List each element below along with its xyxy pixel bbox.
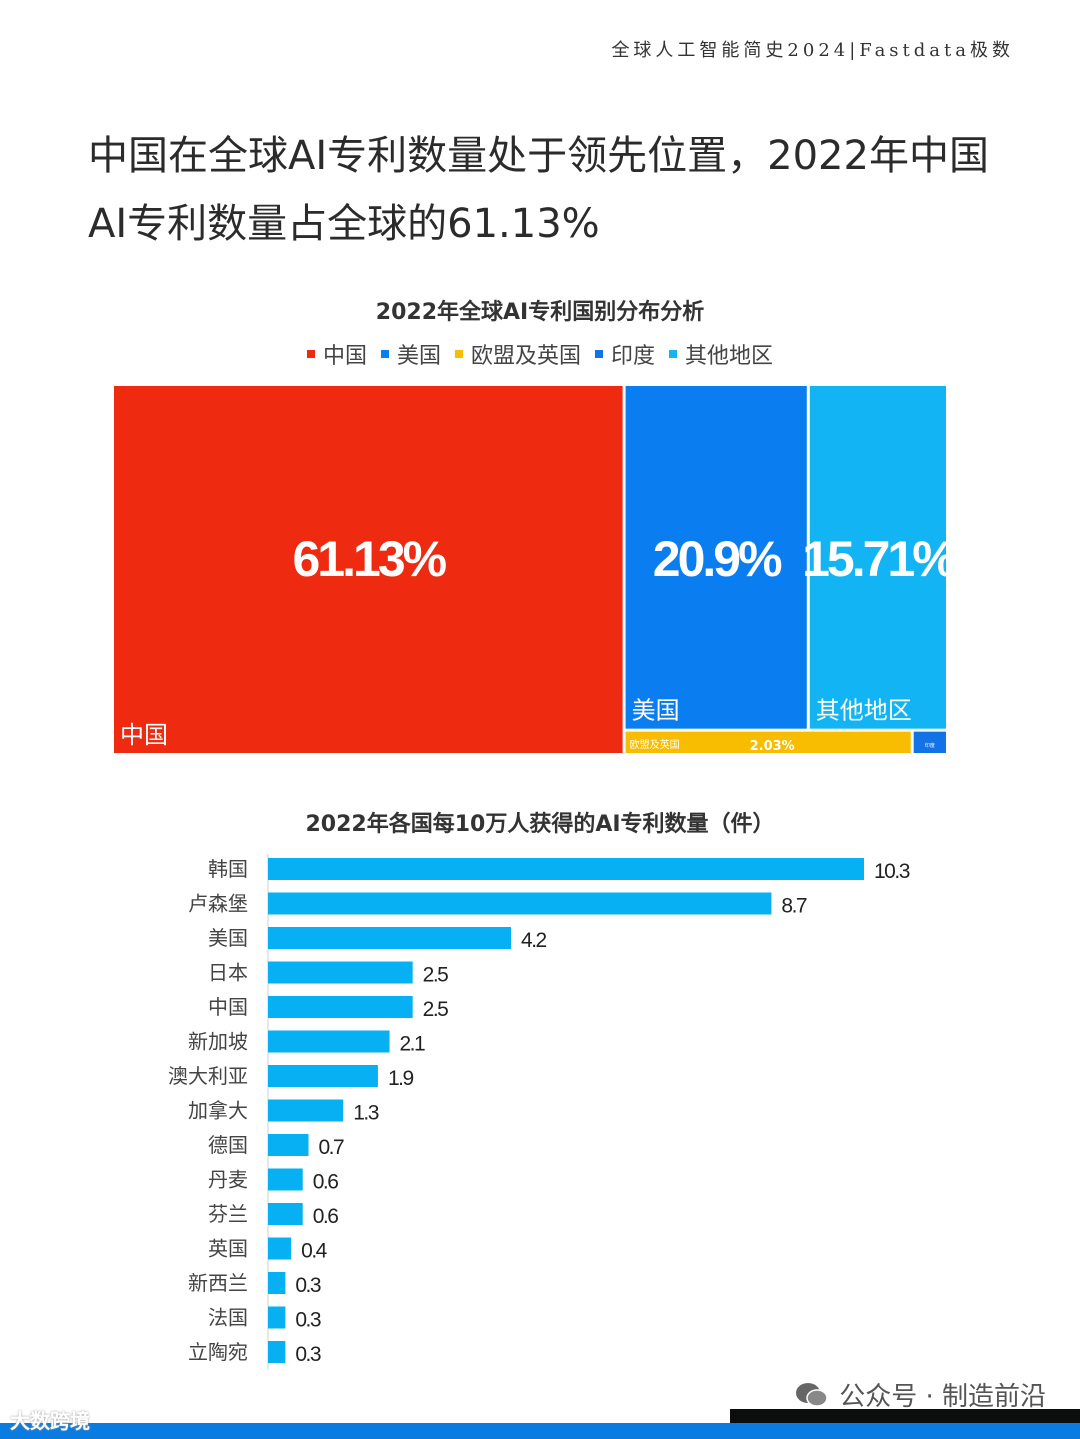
treemap-cell-others bbox=[809, 386, 946, 729]
bar-category-label: 卢森堡 bbox=[188, 892, 248, 916]
treemap-name-label: 印度 bbox=[925, 742, 935, 749]
bar-category-label: 日本 bbox=[208, 961, 248, 985]
bar bbox=[268, 1272, 286, 1294]
bar-value-label: 4.2 bbox=[521, 929, 547, 952]
bar bbox=[268, 927, 512, 949]
bar-category-label: 德国 bbox=[208, 1133, 248, 1157]
bar bbox=[268, 1306, 286, 1329]
bar-value-label: 0.3 bbox=[295, 1274, 321, 1297]
bar-value-label: 0.3 bbox=[295, 1309, 321, 1332]
footer-watermark-right: 公众号 · 制造前沿 bbox=[795, 1376, 1046, 1413]
footer-bar bbox=[0, 1423, 1080, 1439]
bar-category-label: 中国 bbox=[208, 995, 248, 1019]
legend-label: 其他地区 bbox=[685, 344, 774, 369]
legend-label: 美国 bbox=[396, 344, 441, 369]
legend-item: 美国 bbox=[380, 338, 441, 370]
bar-category-label: 美国 bbox=[208, 926, 248, 950]
treemap-cell-usa bbox=[625, 386, 807, 729]
treemap-value-label: 20.9% bbox=[653, 531, 782, 587]
legend-item: 中国 bbox=[306, 338, 367, 370]
bar-value-label: 0.3 bbox=[295, 1343, 321, 1366]
bar-value-label: 1.9 bbox=[388, 1067, 414, 1090]
treemap-legend: 中国 美国 欧盟及英国 印度 其他地区 bbox=[0, 338, 1080, 370]
treemap-cell-eu-uk bbox=[625, 731, 911, 753]
bar-category-label: 芬兰 bbox=[208, 1202, 248, 1226]
wechat-icon bbox=[796, 1382, 828, 1407]
report-brand: 全球人工智能简史2024|Fastdata极数 bbox=[611, 40, 1014, 61]
bar bbox=[268, 892, 772, 915]
treemap-value-label: 2.03% bbox=[750, 739, 795, 754]
treemap-cell-india bbox=[913, 731, 946, 753]
legend-swatch bbox=[669, 350, 678, 358]
bar bbox=[268, 1134, 309, 1156]
bar-chart-title: 2022年各国每10万人获得的AI专利数量（件） bbox=[305, 812, 775, 837]
bar-category-label: 新加坡 bbox=[188, 1030, 248, 1054]
bar-value-label: 0.6 bbox=[313, 1171, 339, 1194]
bar bbox=[268, 1168, 303, 1191]
bar-category-label: 英国 bbox=[208, 1237, 248, 1261]
legend-label: 印度 bbox=[611, 344, 656, 369]
bar bbox=[268, 996, 413, 1018]
legend-item: 印度 bbox=[595, 338, 655, 370]
treemap-name-label: 其他地区 bbox=[816, 697, 912, 725]
bar bbox=[268, 961, 413, 984]
bar-value-label: 10.3 bbox=[874, 860, 910, 883]
bar-value-label: 8.7 bbox=[781, 895, 807, 918]
bar-value-label: 2.5 bbox=[423, 998, 449, 1021]
bar-category-label: 新西兰 bbox=[188, 1271, 248, 1295]
bar-category-label: 法国 bbox=[208, 1306, 248, 1330]
treemap-name-label: 美国 bbox=[632, 697, 680, 725]
treemap-name-label: 中国 bbox=[120, 721, 168, 749]
bar bbox=[268, 1099, 344, 1122]
bar bbox=[268, 1237, 292, 1260]
bar-value-label: 1.3 bbox=[353, 1102, 379, 1125]
treemap-value-label: 15.71% bbox=[802, 531, 956, 587]
bar bbox=[268, 1341, 286, 1363]
treemap-value-label: 61.13% bbox=[293, 531, 447, 587]
bar bbox=[268, 1203, 303, 1225]
legend-label: 欧盟及英国 bbox=[470, 344, 581, 369]
page-headline: 中国在全球AI专利数量处于领先位置，2022年中国AI专利数量占全球的61.13… bbox=[88, 133, 989, 247]
bar-value-label: 0.6 bbox=[313, 1205, 339, 1228]
treemap-title: 2022年全球AI专利国别分布分析 bbox=[375, 300, 705, 325]
bar bbox=[268, 1065, 378, 1087]
footer-watermark-text: 公众号 · 制造前沿 bbox=[839, 1382, 1046, 1412]
bar-chart: 韩国 10.3 卢森堡 8.7 美国 4.2 日本 2.5 中国 2.5 新加坡 2.1 澳大利亚 1.9… bbox=[168, 854, 911, 1370]
bar-category-label: 韩国 bbox=[208, 857, 248, 881]
footer-watermark-left: 大数跨境 bbox=[10, 1409, 90, 1433]
bar bbox=[268, 858, 864, 880]
legend-item: 欧盟及英国 bbox=[454, 338, 581, 370]
legend-label: 中国 bbox=[322, 344, 367, 369]
treemap-name-label: 欧盟及英国 bbox=[630, 738, 680, 751]
bar-value-label: 0.4 bbox=[301, 1240, 328, 1263]
legend-swatch bbox=[454, 350, 463, 358]
bar-category-label: 立陶宛 bbox=[188, 1340, 248, 1364]
legend-swatch bbox=[595, 350, 603, 358]
bar-value-label: 2.5 bbox=[423, 964, 449, 987]
footer-dark-strip bbox=[730, 1409, 1080, 1423]
bar-value-label: 0.7 bbox=[319, 1136, 345, 1159]
treemap-cell-china bbox=[114, 386, 623, 753]
legend-item: 其他地区 bbox=[669, 338, 773, 370]
bar-category-label: 澳大利亚 bbox=[168, 1064, 248, 1088]
bar-category-label: 加拿大 bbox=[188, 1099, 248, 1123]
legend-swatch bbox=[380, 350, 389, 358]
bar-category-label: 丹麦 bbox=[208, 1168, 248, 1192]
bar-value-label: 2.1 bbox=[400, 1033, 426, 1056]
legend-swatch bbox=[306, 350, 315, 358]
bar bbox=[268, 1030, 390, 1053]
